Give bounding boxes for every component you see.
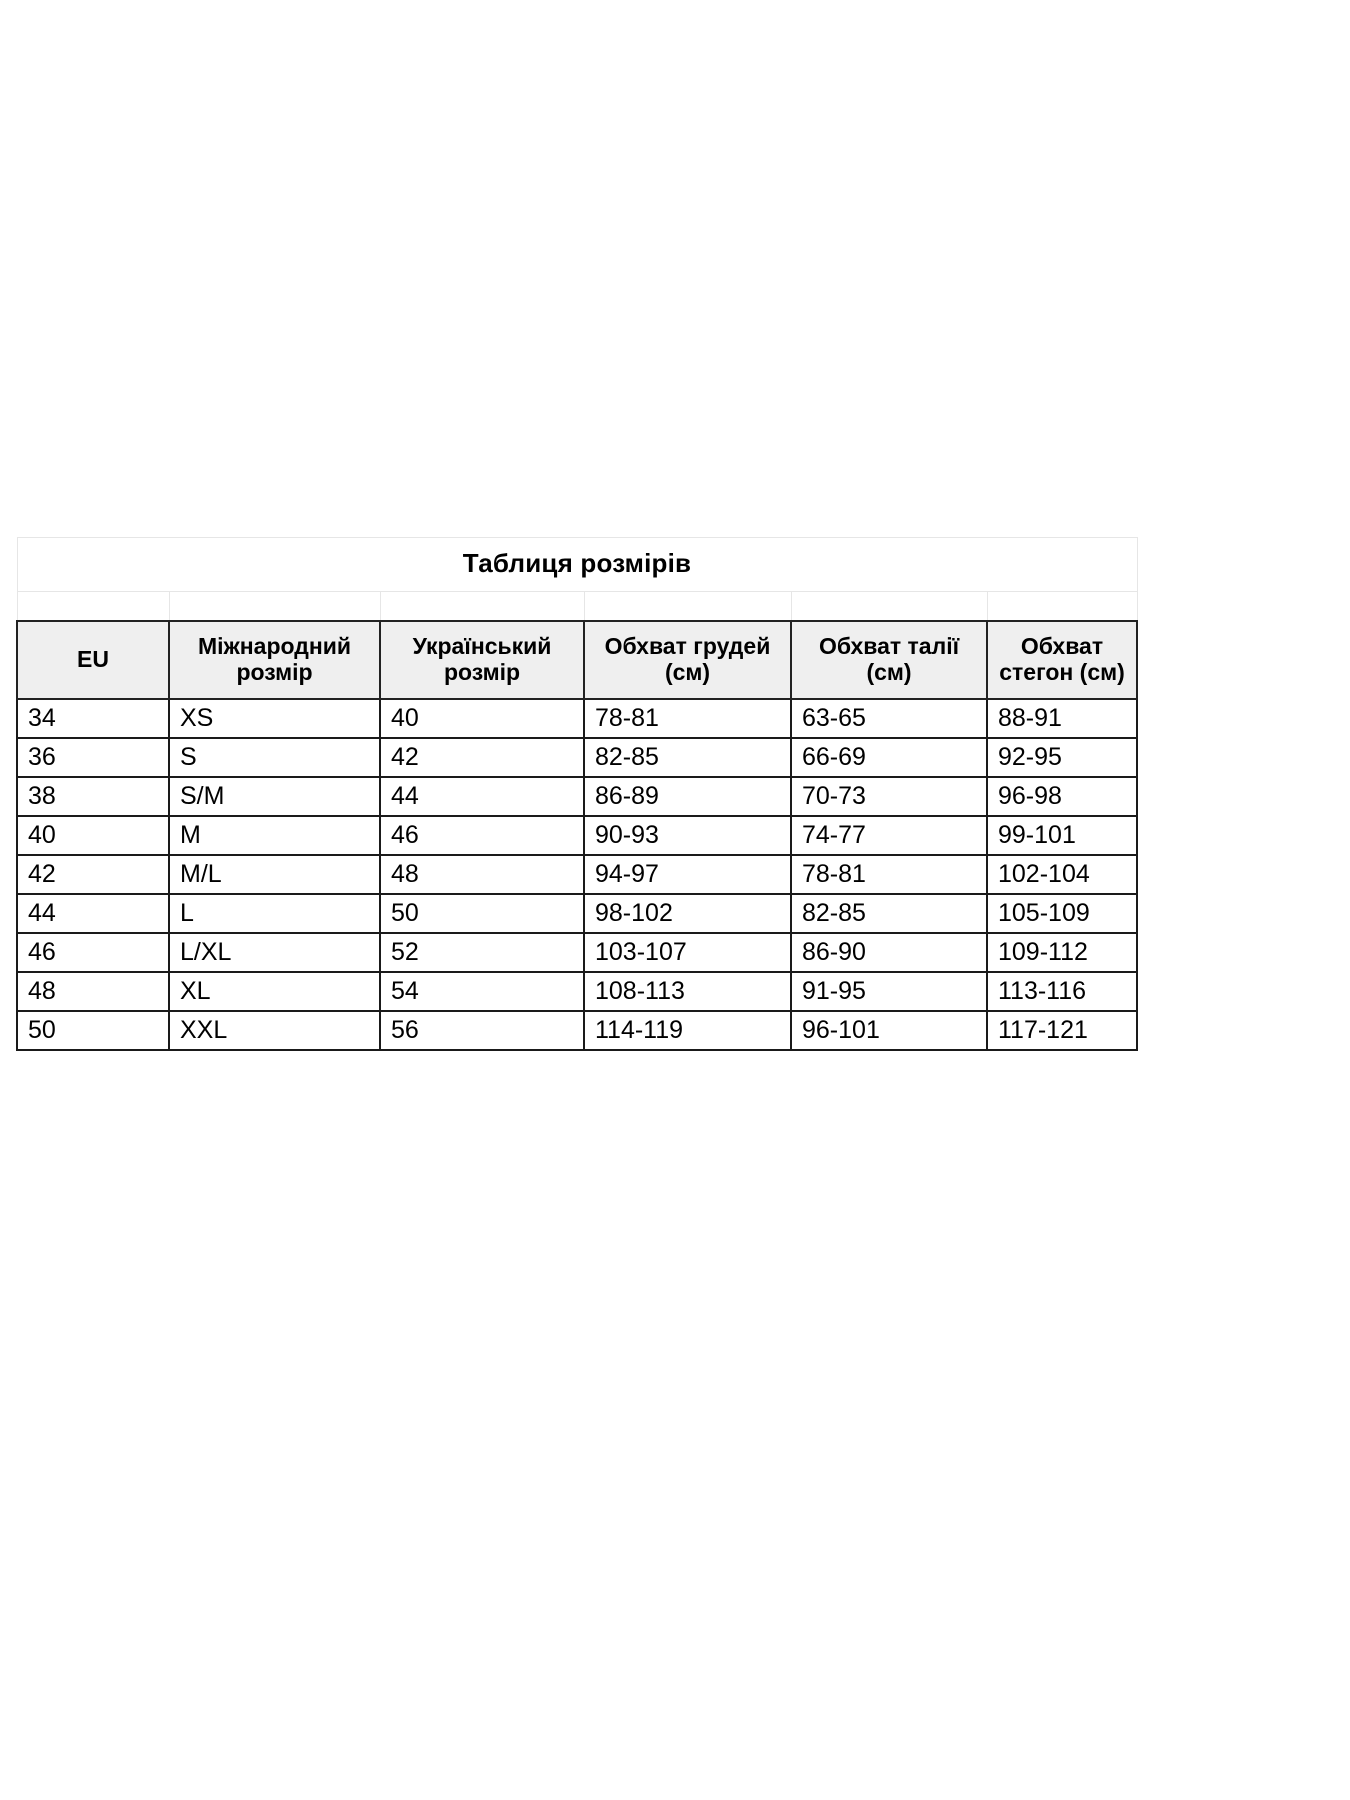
cell-eu: 48 xyxy=(16,971,170,1012)
cell-ua: 46 xyxy=(379,815,585,856)
cell-waist: 86-90 xyxy=(790,932,988,973)
cell-hips: 109-112 xyxy=(985,932,1139,973)
table-row: 46 L/XL 52 103-107 86-90 109-112 xyxy=(16,932,1139,973)
spacer-cell-1 xyxy=(16,591,170,622)
cell-ua: 52 xyxy=(379,932,585,973)
cell-chest: 94-97 xyxy=(583,854,792,895)
cell-eu: 50 xyxy=(16,1010,170,1051)
table-spacer-row xyxy=(16,591,1138,622)
cell-eu: 40 xyxy=(16,815,170,856)
column-header-hips-girth: Обхват стегон (см) xyxy=(985,620,1139,700)
cell-intl: XXL xyxy=(168,1010,381,1051)
cell-intl: L/XL xyxy=(168,932,381,973)
cell-chest: 78-81 xyxy=(583,698,792,739)
column-header-chest-girth: Обхват грудей (см) xyxy=(583,620,792,700)
cell-intl: M/L xyxy=(168,854,381,895)
cell-hips: 99-101 xyxy=(985,815,1139,856)
table-title: Таблиця розмірів xyxy=(16,537,1138,592)
cell-ua: 50 xyxy=(379,893,585,934)
spacer-cell-5 xyxy=(790,591,988,622)
spacer-cell-4 xyxy=(583,591,792,622)
table-row: 44 L 50 98-102 82-85 105-109 xyxy=(16,893,1139,934)
cell-waist: 63-65 xyxy=(790,698,988,739)
cell-waist: 82-85 xyxy=(790,893,988,934)
cell-intl: XL xyxy=(168,971,381,1012)
cell-chest: 82-85 xyxy=(583,737,792,778)
cell-chest: 114-119 xyxy=(583,1010,792,1051)
cell-ua: 42 xyxy=(379,737,585,778)
cell-intl: L xyxy=(168,893,381,934)
column-header-international-size: Міжнародний розмір xyxy=(168,620,381,700)
cell-ua: 48 xyxy=(379,854,585,895)
cell-eu: 46 xyxy=(16,932,170,973)
cell-eu: 36 xyxy=(16,737,170,778)
cell-hips: 96-98 xyxy=(985,776,1139,817)
cell-intl: M xyxy=(168,815,381,856)
cell-chest: 86-89 xyxy=(583,776,792,817)
table-row: 48 XL 54 108-113 91-95 113-116 xyxy=(16,971,1139,1012)
table-row: 38 S/M 44 86-89 70-73 96-98 xyxy=(16,776,1139,817)
cell-eu: 34 xyxy=(16,698,170,739)
cell-waist: 96-101 xyxy=(790,1010,988,1051)
table-header-row: EU Міжнародний розмір Український розмір… xyxy=(16,620,1139,700)
cell-waist: 70-73 xyxy=(790,776,988,817)
cell-ua: 54 xyxy=(379,971,585,1012)
cell-eu: 42 xyxy=(16,854,170,895)
cell-hips: 92-95 xyxy=(985,737,1139,778)
column-header-eu: EU xyxy=(16,620,170,700)
cell-intl: S/M xyxy=(168,776,381,817)
cell-hips: 102-104 xyxy=(985,854,1139,895)
cell-ua: 40 xyxy=(379,698,585,739)
cell-intl: S xyxy=(168,737,381,778)
cell-waist: 74-77 xyxy=(790,815,988,856)
cell-chest: 103-107 xyxy=(583,932,792,973)
cell-hips: 88-91 xyxy=(985,698,1139,739)
table-row: 36 S 42 82-85 66-69 92-95 xyxy=(16,737,1139,778)
cell-ua: 44 xyxy=(379,776,585,817)
spacer-cell-3 xyxy=(379,591,585,622)
cell-waist: 66-69 xyxy=(790,737,988,778)
table-row: 50 XXL 56 114-119 96-101 117-121 xyxy=(16,1010,1139,1051)
spacer-cell-6 xyxy=(986,591,1138,622)
cell-waist: 91-95 xyxy=(790,971,988,1012)
cell-eu: 38 xyxy=(16,776,170,817)
table-row: 42 M/L 48 94-97 78-81 102-104 xyxy=(16,854,1139,895)
column-header-waist-girth: Обхват талії (см) xyxy=(790,620,988,700)
spacer-cell-2 xyxy=(168,591,381,622)
cell-hips: 113-116 xyxy=(985,971,1139,1012)
cell-hips: 117-121 xyxy=(985,1010,1139,1051)
table-title-row: Таблиця розмірів xyxy=(16,537,1138,592)
cell-chest: 90-93 xyxy=(583,815,792,856)
cell-waist: 78-81 xyxy=(790,854,988,895)
size-chart-table: Таблиця розмірів EU Міжнародний розмір У… xyxy=(16,537,1139,1051)
cell-chest: 108-113 xyxy=(583,971,792,1012)
cell-intl: XS xyxy=(168,698,381,739)
cell-chest: 98-102 xyxy=(583,893,792,934)
cell-eu: 44 xyxy=(16,893,170,934)
size-chart-container: Таблиця розмірів EU Міжнародний розмір У… xyxy=(16,537,1139,1051)
column-header-ukrainian-size: Український розмір xyxy=(379,620,585,700)
table-row: 40 M 46 90-93 74-77 99-101 xyxy=(16,815,1139,856)
cell-ua: 56 xyxy=(379,1010,585,1051)
cell-hips: 105-109 xyxy=(985,893,1139,934)
table-row: 34 XS 40 78-81 63-65 88-91 xyxy=(16,698,1139,739)
size-chart-body: Таблиця розмірів EU Міжнародний розмір У… xyxy=(16,537,1139,1051)
